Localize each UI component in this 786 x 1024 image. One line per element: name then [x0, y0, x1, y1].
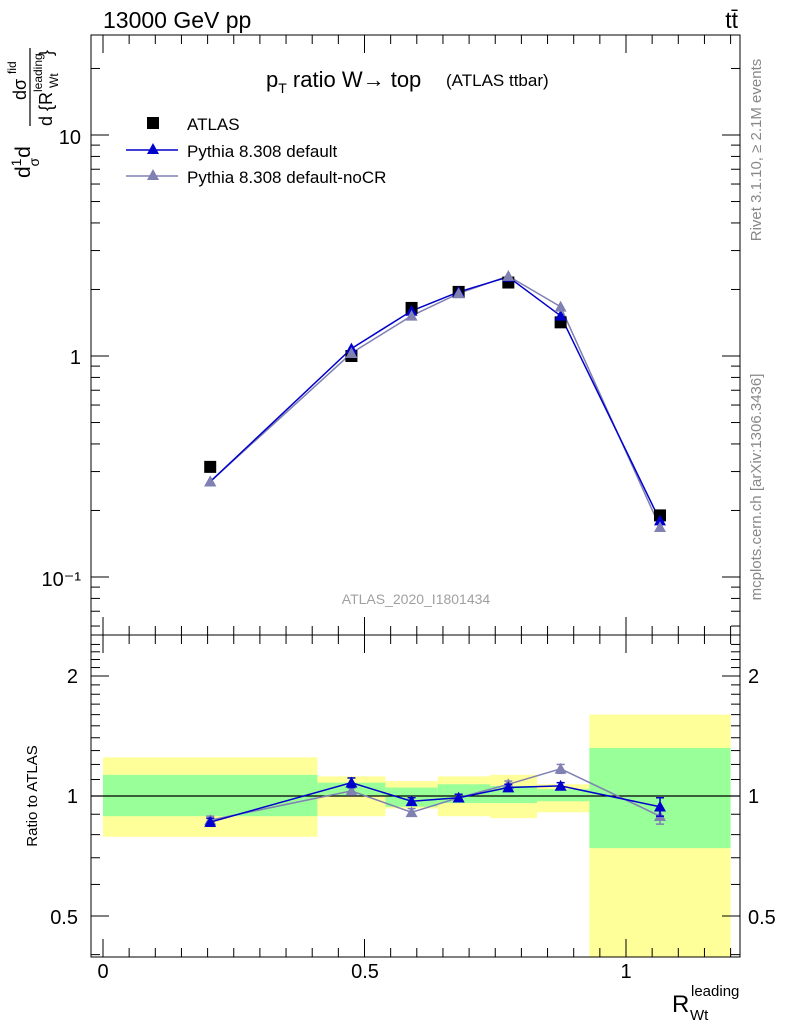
x-axis-label: R Wt leading: [672, 983, 739, 1024]
series-line-2: [209, 275, 661, 528]
title-rest: ratio W→ top: [287, 67, 421, 92]
ratio-marker-0: [554, 779, 567, 791]
ylabel-leading: leading: [31, 53, 45, 92]
ylabel-sigma: σ: [26, 158, 42, 167]
legend-marker-default: [147, 143, 159, 154]
series-marker-2: [653, 521, 666, 533]
legend-label-nocr: Pythia 8.308 default-noCR: [187, 168, 386, 187]
ratio-panel-series: [204, 762, 666, 827]
x-axis-ticks: [102, 35, 732, 957]
ylabel-fid: fid: [5, 61, 19, 74]
ratio-ytick-label-1: 1: [67, 786, 78, 808]
ratio-panel-ticks: [91, 643, 740, 956]
x-label-sup: leading: [691, 983, 739, 1000]
ratio-marker-0: [452, 791, 465, 803]
legend-label-atlas: ATLAS: [187, 115, 240, 134]
ratio-uncertainty-bands: [91, 714, 740, 957]
ytick-label-0.1: 10⁻¹: [42, 569, 82, 591]
ratio-ytick-label-1-right: 1: [748, 786, 759, 808]
analysis-watermark: ATLAS_2020_I1801434: [342, 591, 491, 607]
ylabel-brace: }: [36, 50, 56, 56]
ratio-marker-0: [204, 816, 217, 827]
series-marker-2: [405, 309, 418, 321]
title-p: p: [266, 67, 278, 92]
ratio-ytick-label-2-right: 2: [748, 666, 759, 688]
ylabel-wt: Wt: [47, 73, 61, 88]
series-marker-2: [345, 347, 358, 358]
side-text-rivet: Rivet 3.1.10, ≥ 2.1M events: [748, 59, 765, 242]
ylabel-dR: d {R: [36, 92, 56, 126]
ylabel-one: 1: [8, 158, 24, 166]
plot-title-small: (ATLAS ttbar): [446, 71, 549, 90]
series-marker-2: [204, 475, 217, 487]
side-text-mcplots: mcplots.cern.ch [arXiv:1306.3436]: [748, 374, 765, 601]
ratio-ytick-label-0.5-right: 0.5: [748, 907, 776, 929]
ratio-marker-0: [405, 795, 418, 807]
top-panel-series: [204, 270, 666, 533]
series-marker-2: [502, 270, 515, 281]
series-marker-2: [452, 287, 465, 299]
series-marker-2: [554, 300, 567, 312]
legend: ATLAS Pythia 8.308 default Pythia 8.308 …: [126, 115, 386, 187]
atlas-point: [204, 460, 217, 473]
series-marker-1: [554, 309, 567, 321]
plot-title: pT ratio W→ top: [266, 67, 421, 96]
ratio-marker-0: [502, 781, 515, 793]
ytick-label-10: 10: [59, 127, 81, 149]
header-energy: 13000 GeV pp: [103, 7, 251, 33]
series-marker-1: [653, 514, 666, 526]
ylabel-dsigma: dσ: [10, 79, 30, 100]
x-label-sub: Wt: [690, 1007, 709, 1024]
top-panel-ticks: [91, 67, 740, 627]
band-inner-5: [537, 789, 590, 802]
ratio-marker-0: [345, 776, 358, 788]
x-label-main: R: [672, 991, 689, 1018]
ratio-marker-1: [405, 806, 418, 818]
legend-marker-nocr: [147, 169, 159, 180]
series-line-1: [209, 276, 661, 521]
ratio-y-label: Ratio to ATLAS: [24, 745, 41, 846]
xtick-label-0.5: 0.5: [351, 961, 379, 983]
band-inner-4: [490, 785, 538, 804]
ylabel-d2: d: [12, 146, 35, 158]
ratio-marker-0: [653, 800, 666, 812]
title-sub: T: [278, 80, 287, 96]
ratio-ytick-label-0.5: 0.5: [50, 907, 78, 929]
ratio-marker-1: [345, 784, 358, 796]
y-axis-label: d1 σd dσ fid d {R leading Wt }: [5, 48, 61, 178]
legend-marker-atlas: [147, 117, 159, 129]
ytick-label-1: 1: [70, 347, 81, 369]
ylabel-d1: d: [12, 166, 35, 178]
header-process: tt̄: [725, 7, 738, 33]
xtick-label-0: 0: [97, 961, 108, 983]
legend-label-default: Pythia 8.308 default: [187, 142, 338, 161]
xtick-label-1: 1: [620, 961, 631, 983]
ratio-marker-1: [554, 762, 567, 774]
ratio-ytick-label-2: 2: [67, 666, 78, 688]
